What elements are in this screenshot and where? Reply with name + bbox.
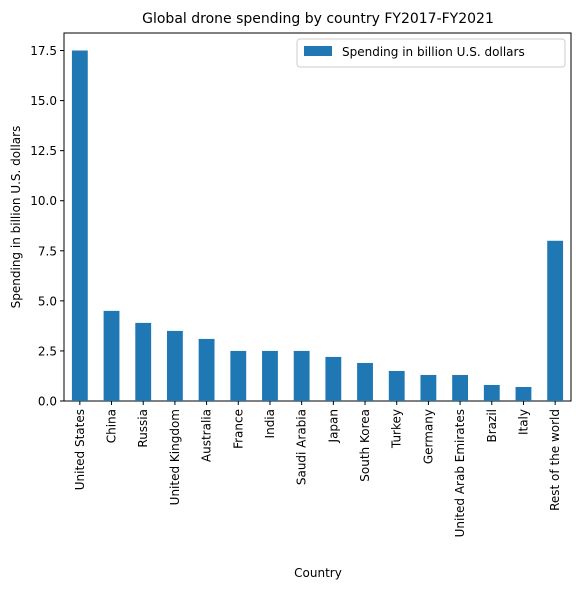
x-axis-title: Country [294,566,342,580]
bar-united-kingdom [166,330,183,401]
chart-title: Global drone spending by country FY2017-… [142,11,494,27]
bar-rest-of-the-world [547,240,564,401]
y-tick-label: 5.0 [38,294,57,308]
bars [71,50,564,402]
bar-united-arab-emirates [452,374,469,401]
y-tick-label: 12.5 [30,144,57,158]
x-tick-label: South Korea [358,409,372,482]
plot-frame [63,32,572,402]
y-axis-ticks: 0.0 2.5 5.0 7.5 10.0 12.5 15.0 17.5 [30,44,64,409]
bar-germany [420,374,437,401]
y-tick-label: 2.5 [38,344,57,358]
bar-saudi-arabia [293,350,310,401]
bar-italy [515,386,532,401]
x-tick-label: Russia [136,409,150,448]
bar-brazil [483,384,500,401]
y-tick-label: 15.0 [30,94,57,108]
x-tick-label: Rest of the world [548,409,562,511]
x-tick-label: Australia [200,409,214,462]
y-tick-label: 17.5 [30,44,57,58]
y-tick-label: 0.0 [38,395,57,409]
bar-united-states [71,50,88,402]
legend-box [296,38,566,68]
legend-label: Spending in billion U.S. dollars [342,45,525,59]
x-tick-label: China [105,409,119,443]
x-tick-label: Japan [326,409,340,443]
x-tick-label: United Arab Emirates [453,409,467,537]
bar-india [262,350,278,401]
bar-australia [198,338,215,401]
y-tick-label: 7.5 [38,244,57,258]
bar-japan [325,356,342,401]
legend-swatch [304,46,332,56]
x-tick-label: France [231,409,245,449]
x-axis-ticks: United States China Russia United Kingdom Au… [73,401,562,537]
x-tick-label: Turkey [390,409,404,449]
bar-russia [135,322,152,401]
bar-france [230,350,247,401]
x-tick-label: Saudi Arabia [295,409,309,485]
bar-china [103,310,120,401]
x-tick-label: Germany [421,409,435,464]
y-axis-title: Spending in billion U.S. dollars [9,126,23,309]
y-tick-label: 10.0 [30,194,57,208]
x-tick-label: Italy [516,409,530,435]
x-tick-label: United States [73,409,87,490]
legend: Spending in billion U.S. dollars [296,38,566,68]
bar-south-korea [357,362,373,401]
x-tick-label: United Kingdom [168,409,182,505]
bar-turkey [388,370,405,401]
x-tick-label: India [263,409,277,438]
x-tick-label: Brazil [485,409,499,443]
